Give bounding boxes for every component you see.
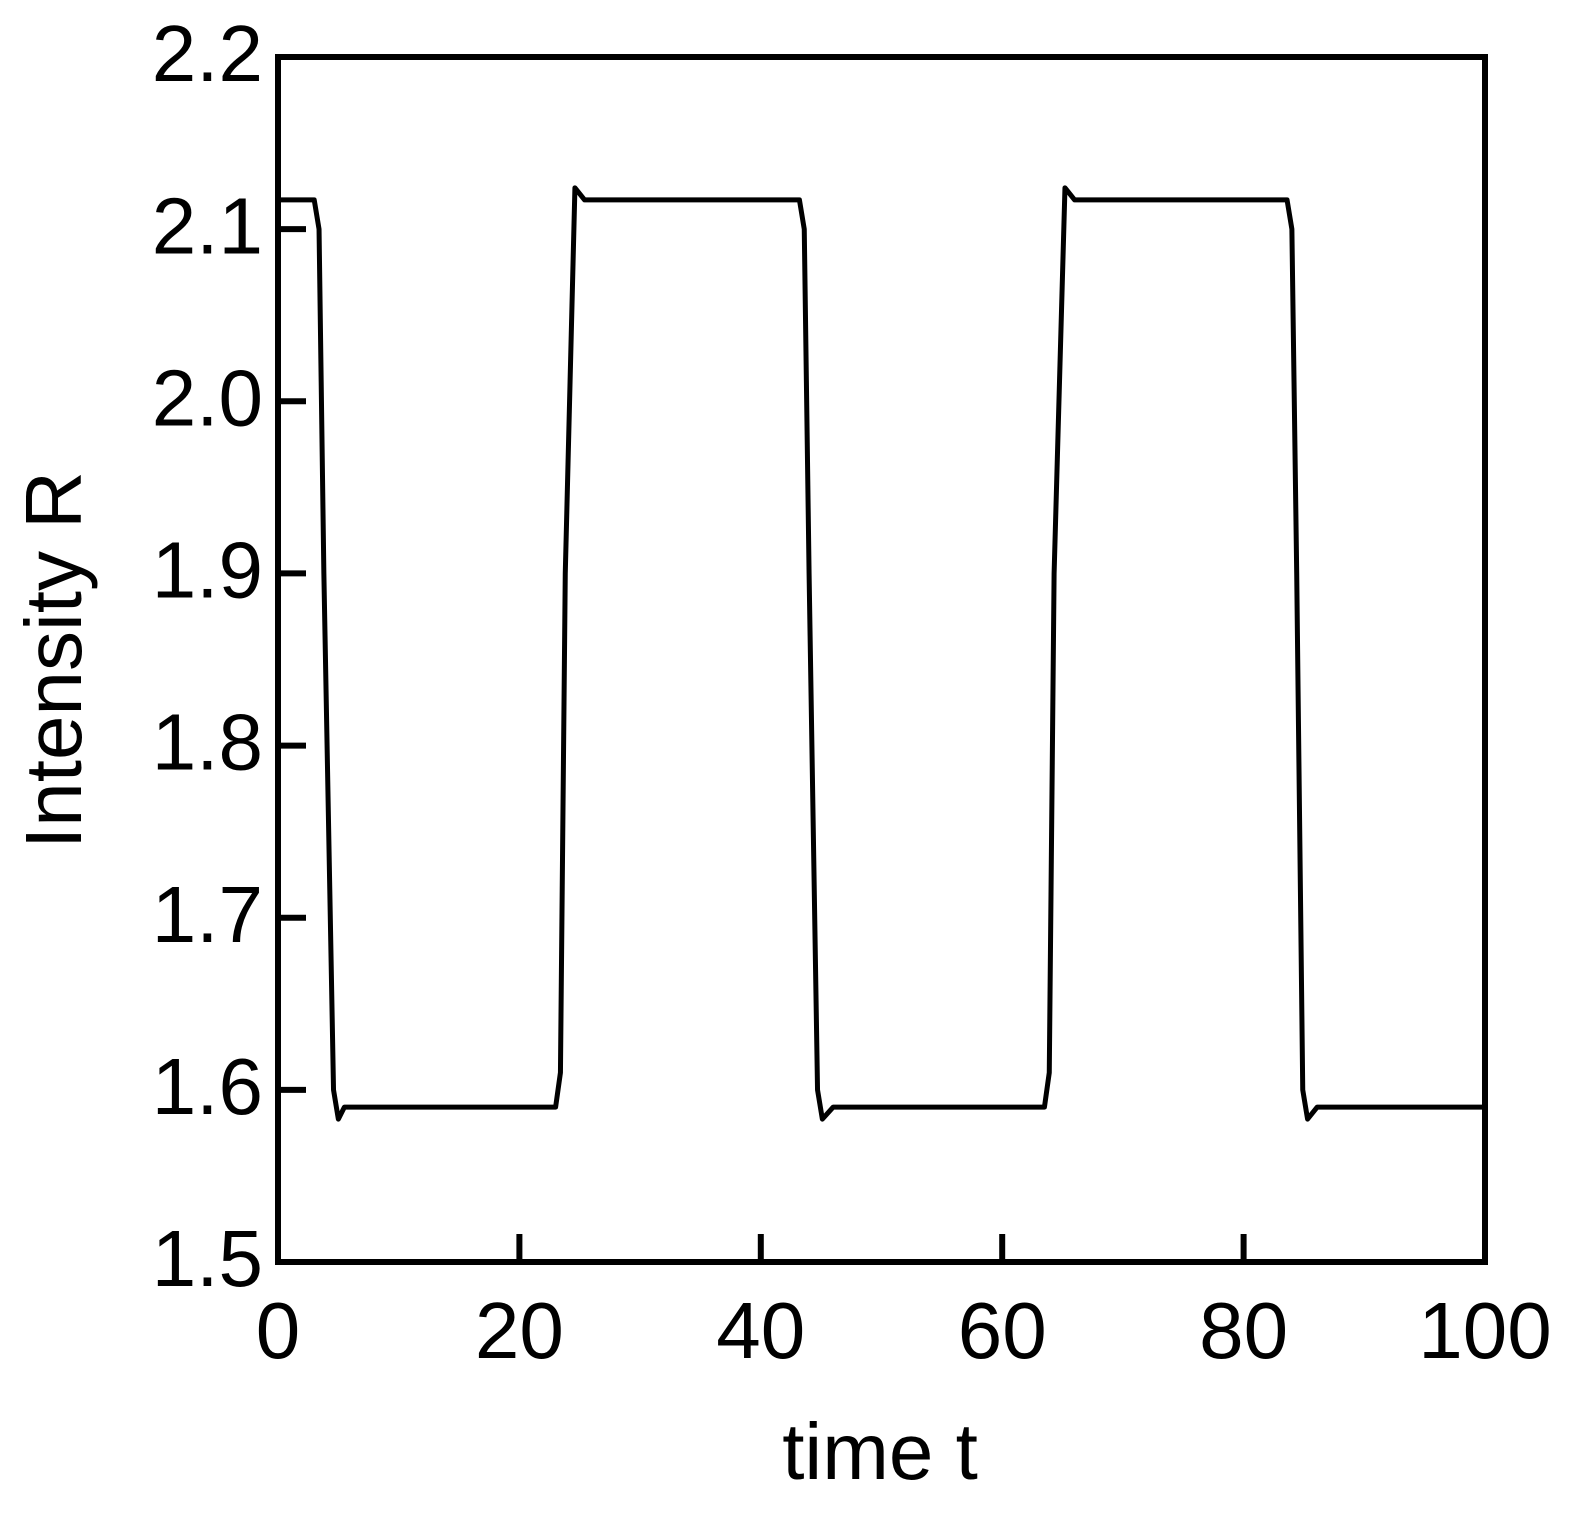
x-tick-label: 20	[475, 1286, 564, 1375]
y-tick-label: 2.1	[152, 181, 263, 270]
x-tick-label: 40	[716, 1286, 805, 1375]
data-line	[278, 185, 1485, 1122]
y-tick-label: 1.7	[152, 870, 263, 959]
x-tick-label: 100	[1418, 1286, 1551, 1375]
y-tick-label: 1.5	[152, 1214, 263, 1303]
x-tick-label: 0	[256, 1286, 301, 1375]
y-tick-label: 2.2	[152, 9, 263, 98]
x-tick-label: 80	[1199, 1286, 1288, 1375]
y-tick-label: 2.0	[152, 353, 263, 442]
x-axis-label: time t	[782, 1407, 978, 1496]
plot-frame	[275, 54, 1488, 1265]
y-tick-label: 1.6	[152, 1042, 263, 1131]
y-tick-label: 1.9	[152, 526, 263, 615]
y-tick-label: 1.8	[152, 698, 263, 787]
y-axis-label: Intensity R	[9, 471, 98, 849]
x-tick-label: 60	[958, 1286, 1047, 1375]
